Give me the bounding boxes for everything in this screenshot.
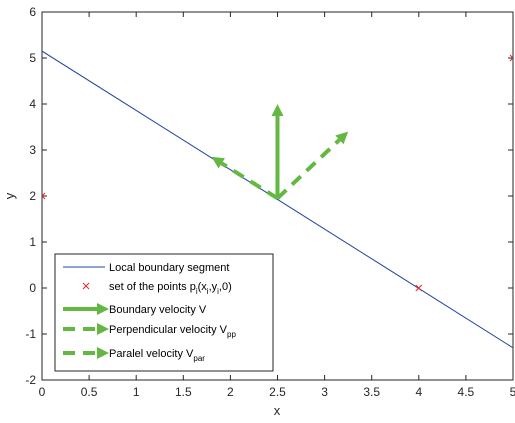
parallel-velocity-arrow-shaft bbox=[220, 161, 279, 200]
y-axis-label: y bbox=[2, 192, 17, 199]
legend-symbol-arrow-head bbox=[97, 303, 109, 315]
y-tick-label: -2 bbox=[25, 373, 36, 387]
legend-label: Paralel velocity Vpar bbox=[109, 348, 205, 363]
point-marker-stroke-b bbox=[42, 192, 46, 197]
legend: Local boundary segment set of the points … bbox=[54, 253, 274, 372]
legend-symbol-arrow bbox=[63, 303, 109, 315]
perpendicular-velocity-arrow bbox=[276, 131, 349, 200]
legend-label-main: Boundary velocity V bbox=[109, 304, 207, 316]
series-group bbox=[42, 50, 513, 349]
y-tick-label: 4 bbox=[29, 97, 36, 111]
x-tick-label: 0.5 bbox=[81, 385, 98, 399]
x-tick-label: 1.5 bbox=[175, 385, 192, 399]
x-tick-label: 2.5 bbox=[269, 385, 286, 399]
legend-label-part: ,y bbox=[209, 281, 218, 293]
legend-symbol-arrow bbox=[63, 347, 109, 359]
x-tick-label: 3 bbox=[321, 385, 328, 399]
axis-ticks: 0 0.5 1 1.5 2 2.5 3 3.5 4 4.5 5 -2 -1 0 1 2 3 4 5 6 bbox=[25, 5, 515, 399]
legend-symbol-x-b bbox=[82, 282, 90, 290]
legend-label: Boundary velocity V bbox=[109, 304, 207, 316]
point-marker-stroke-b bbox=[509, 57, 513, 62]
legend-label: Perpendicular velocity Vpp bbox=[109, 324, 236, 339]
legend-label-subscript: i bbox=[196, 287, 198, 296]
parallel-velocity-arrow-head bbox=[211, 156, 225, 169]
x-tick-label: 2 bbox=[227, 385, 234, 399]
legend-label-main: Local boundary segment bbox=[109, 262, 229, 274]
x-tick-label: 4.5 bbox=[458, 385, 475, 399]
point-marker-stroke-a bbox=[42, 195, 46, 200]
y-tick-label: 6 bbox=[29, 5, 36, 19]
perpendicular-velocity-arrow-shaft bbox=[276, 138, 341, 200]
x-tick-label: 0 bbox=[39, 385, 46, 399]
legend-symbol-arrow bbox=[63, 323, 109, 335]
legend-label-subscript: i bbox=[217, 287, 219, 296]
boundary-velocity-arrow bbox=[271, 104, 284, 199]
x-tick-label: 1 bbox=[133, 385, 140, 399]
point-marker-stroke-a bbox=[509, 54, 513, 59]
y-tick-label: -1 bbox=[25, 327, 36, 341]
legend-label-subscript: i bbox=[207, 287, 209, 296]
x-tick-label: 4 bbox=[415, 385, 422, 399]
legend-label-subscript: par bbox=[193, 354, 205, 363]
boundary-velocity-arrow-head bbox=[271, 104, 284, 116]
legend-symbol-arrow-head bbox=[97, 347, 109, 359]
legend-label-part: (x bbox=[198, 281, 208, 293]
x-tick-label: 5 bbox=[510, 385, 515, 399]
parallel-velocity-arrow bbox=[211, 156, 279, 200]
legend-label: set of the points pi(xi,yi,0) bbox=[109, 281, 232, 296]
point-marker-stroke-b bbox=[415, 284, 423, 292]
boundary-segment-line bbox=[42, 50, 513, 349]
y-tick-label: 0 bbox=[29, 281, 36, 295]
arrows-group bbox=[211, 104, 349, 200]
x-axis-label: x bbox=[274, 403, 281, 418]
point-marker bbox=[415, 284, 423, 292]
y-tick-label: 3 bbox=[29, 143, 36, 157]
legend-label: Local boundary segment bbox=[109, 262, 229, 274]
y-tick-label: 2 bbox=[29, 189, 36, 203]
legend-label-subscript: pp bbox=[227, 330, 236, 339]
y-tick-label: 1 bbox=[29, 235, 36, 249]
legend-label-part: ,0) bbox=[219, 281, 232, 293]
legend-label-main: Paralel velocity V bbox=[109, 348, 194, 360]
x-tick-label: 3.5 bbox=[363, 385, 380, 399]
point-marker bbox=[509, 54, 513, 62]
legend-label-main: set of the points p bbox=[109, 281, 196, 293]
legend-label-main: Perpendicular velocity V bbox=[109, 324, 228, 336]
point-marker bbox=[42, 192, 46, 200]
y-tick-label: 5 bbox=[29, 51, 36, 65]
legend-symbol-arrow-head bbox=[97, 323, 109, 335]
perpendicular-velocity-arrow-head bbox=[335, 131, 349, 145]
